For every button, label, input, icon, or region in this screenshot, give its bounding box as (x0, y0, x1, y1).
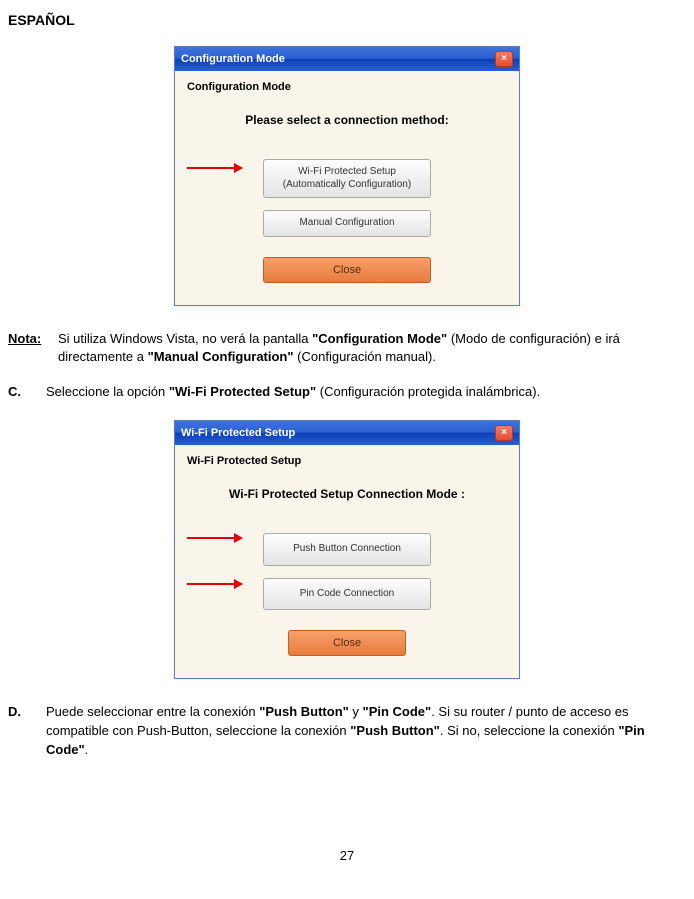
dialog2-wrap: Wi-Fi Protected Setup × Wi-Fi Protected … (8, 420, 686, 679)
dialog2-prompt: Wi-Fi Protected Setup Connection Mode : (187, 487, 507, 501)
dialog1-buttons: Wi-Fi Protected Setup (Automatically Con… (187, 153, 507, 287)
nota-label: Nota: (8, 330, 58, 368)
dialog1-titlebar: Configuration Mode × (175, 47, 519, 71)
dialog2-body: Wi-Fi Protected Setup Wi-Fi Protected Se… (175, 445, 519, 678)
arrow-icon (187, 537, 235, 539)
stepD-t5: . (85, 742, 89, 757)
stepD-b2: "Pin Code" (363, 704, 432, 719)
arrow-icon (187, 583, 235, 585)
stepD-t2: y (349, 704, 363, 719)
configuration-mode-dialog: Configuration Mode × Configuration Mode … (174, 46, 520, 306)
stepD-b1: "Push Button" (259, 704, 349, 719)
stepC-label: C. (8, 383, 46, 402)
nota-text: Si utiliza Windows Vista, no verá la pan… (58, 330, 686, 368)
dialog2-close-button[interactable]: Close (288, 630, 406, 656)
dialog2-buttons: Push Button Connection Pin Code Connecti… (187, 527, 507, 660)
close-icon[interactable]: × (495, 51, 513, 67)
nota-b2: "Manual Configuration" (148, 349, 294, 364)
wps-button[interactable]: Wi-Fi Protected Setup (Automatically Con… (263, 159, 431, 198)
stepC-t2: (Configuración protegida inalámbrica). (316, 384, 540, 399)
push-button-connection-button[interactable]: Push Button Connection (263, 533, 431, 566)
stepD-b3: "Push Button" (350, 723, 440, 738)
stepD-t1: Puede seleccionar entre la conexión (46, 704, 259, 719)
stepC-t1: Seleccione la opción (46, 384, 169, 399)
dialog2-titlebar: Wi-Fi Protected Setup × (175, 421, 519, 445)
page-header: ESPAÑOL (8, 12, 686, 28)
nota-t1: Si utiliza Windows Vista, no verá la pan… (58, 331, 312, 346)
dialog1-subtitle: Configuration Mode (187, 81, 507, 93)
dialog1-title: Configuration Mode (181, 53, 285, 65)
stepD-text: Puede seleccionar entre la conexión "Pus… (46, 703, 686, 760)
nota-row: Nota: Si utiliza Windows Vista, no verá … (8, 330, 686, 368)
stepD-t4: . Si no, seleccione la conexión (440, 723, 619, 738)
nota-t3: (Configuración manual). (294, 349, 436, 364)
wps-button-line2: (Automatically Configuration) (283, 179, 411, 190)
wps-button-line1: Wi-Fi Protected Setup (298, 166, 396, 177)
dialog1-body: Configuration Mode Please select a conne… (175, 71, 519, 305)
manual-config-button[interactable]: Manual Configuration (263, 210, 431, 237)
wps-dialog: Wi-Fi Protected Setup × Wi-Fi Protected … (174, 420, 520, 679)
dialog2-subtitle: Wi-Fi Protected Setup (187, 455, 507, 467)
dialog2-title: Wi-Fi Protected Setup (181, 427, 295, 439)
stepC-row: C. Seleccione la opción "Wi-Fi Protected… (8, 383, 686, 402)
close-icon[interactable]: × (495, 425, 513, 441)
dialog1-close-button[interactable]: Close (263, 257, 431, 283)
stepC-text: Seleccione la opción "Wi-Fi Protected Se… (46, 383, 686, 402)
arrow-icon (187, 167, 235, 169)
pin-code-connection-button[interactable]: Pin Code Connection (263, 578, 431, 611)
nota-b1: "Configuration Mode" (312, 331, 447, 346)
stepD-row: D. Puede seleccionar entre la conexión "… (8, 703, 686, 760)
dialog1-wrap: Configuration Mode × Configuration Mode … (8, 46, 686, 306)
page-number: 27 (8, 848, 686, 863)
stepC-b1: "Wi-Fi Protected Setup" (169, 384, 316, 399)
dialog1-prompt: Please select a connection method: (187, 113, 507, 127)
stepD-label: D. (8, 703, 46, 760)
